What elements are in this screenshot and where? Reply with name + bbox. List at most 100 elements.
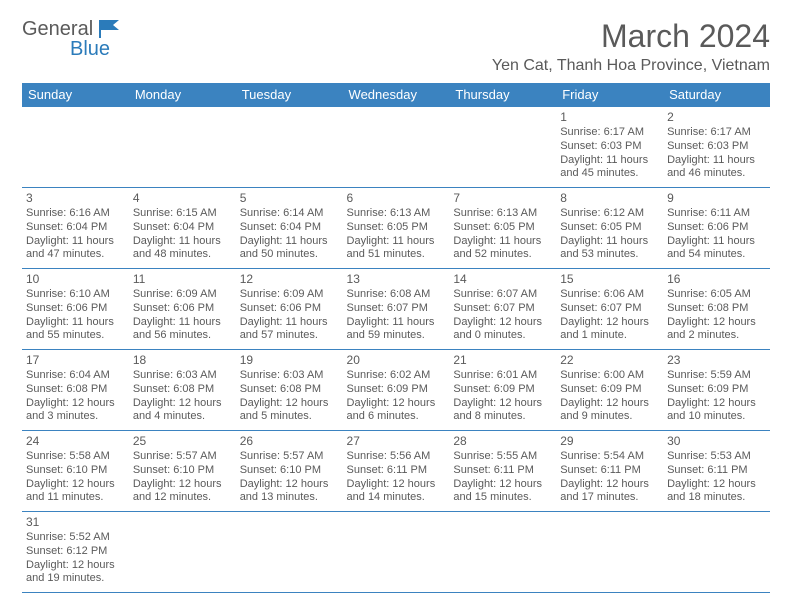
header: General Blue March 2024 Yen Cat, Thanh H… [22, 18, 770, 75]
sunrise-text: Sunrise: 6:05 AM [667, 288, 766, 302]
calendar-cell: 19Sunrise: 6:03 AMSunset: 6:08 PMDayligh… [236, 350, 343, 431]
calendar-cell: 13Sunrise: 6:08 AMSunset: 6:07 PMDayligh… [343, 269, 450, 350]
day-number: 23 [667, 353, 766, 368]
daylight-text: Daylight: 12 hours and 2 minutes. [667, 316, 766, 344]
sunset-text: Sunset: 6:04 PM [26, 221, 125, 235]
sunrise-text: Sunrise: 6:03 AM [240, 369, 339, 383]
daylight-text: Daylight: 12 hours and 18 minutes. [667, 478, 766, 506]
sunrise-text: Sunrise: 5:55 AM [453, 450, 552, 464]
calendar-cell: 28Sunrise: 5:55 AMSunset: 6:11 PMDayligh… [449, 431, 556, 512]
sunset-text: Sunset: 6:11 PM [667, 464, 766, 478]
weekday-header: Monday [129, 83, 236, 107]
day-number: 3 [26, 191, 125, 206]
sunrise-text: Sunrise: 6:04 AM [26, 369, 125, 383]
sunrise-text: Sunrise: 6:10 AM [26, 288, 125, 302]
daylight-text: Daylight: 11 hours and 59 minutes. [347, 316, 446, 344]
sunrise-text: Sunrise: 6:17 AM [667, 126, 766, 140]
day-number: 1 [560, 110, 659, 125]
day-number: 10 [26, 272, 125, 287]
title-block: March 2024 Yen Cat, Thanh Hoa Province, … [492, 18, 770, 75]
calendar-cell: 20Sunrise: 6:02 AMSunset: 6:09 PMDayligh… [343, 350, 450, 431]
day-number: 26 [240, 434, 339, 449]
weekday-header: Tuesday [236, 83, 343, 107]
calendar-cell: 18Sunrise: 6:03 AMSunset: 6:08 PMDayligh… [129, 350, 236, 431]
day-number: 20 [347, 353, 446, 368]
sunrise-text: Sunrise: 6:13 AM [453, 207, 552, 221]
day-number: 14 [453, 272, 552, 287]
day-number: 28 [453, 434, 552, 449]
sunrise-text: Sunrise: 6:15 AM [133, 207, 232, 221]
sunset-text: Sunset: 6:09 PM [667, 383, 766, 397]
sunrise-text: Sunrise: 5:56 AM [347, 450, 446, 464]
calendar-row: 3Sunrise: 6:16 AMSunset: 6:04 PMDaylight… [22, 188, 770, 269]
daylight-text: Daylight: 12 hours and 17 minutes. [560, 478, 659, 506]
daylight-text: Daylight: 11 hours and 46 minutes. [667, 154, 766, 182]
calendar-cell: 23Sunrise: 5:59 AMSunset: 6:09 PMDayligh… [663, 350, 770, 431]
sunrise-text: Sunrise: 6:02 AM [347, 369, 446, 383]
daylight-text: Daylight: 12 hours and 15 minutes. [453, 478, 552, 506]
sunrise-text: Sunrise: 6:08 AM [347, 288, 446, 302]
day-number: 11 [133, 272, 232, 287]
calendar-cell: 26Sunrise: 5:57 AMSunset: 6:10 PMDayligh… [236, 431, 343, 512]
daylight-text: Daylight: 11 hours and 55 minutes. [26, 316, 125, 344]
sunrise-text: Sunrise: 6:00 AM [560, 369, 659, 383]
calendar-row: 1 Sunrise: 6:17 AM Sunset: 6:03 PM Daylight… [22, 107, 770, 188]
weekday-header: Thursday [449, 83, 556, 107]
sunrise-text: Sunrise: 6:09 AM [133, 288, 232, 302]
calendar-cell: 16Sunrise: 6:05 AMSunset: 6:08 PMDayligh… [663, 269, 770, 350]
sunrise-text: Sunrise: 5:53 AM [667, 450, 766, 464]
sunset-text: Sunset: 6:09 PM [560, 383, 659, 397]
sunset-text: Sunset: 6:11 PM [347, 464, 446, 478]
sunrise-text: Sunrise: 6:16 AM [26, 207, 125, 221]
calendar-row: 24Sunrise: 5:58 AMSunset: 6:10 PMDayligh… [22, 431, 770, 512]
day-number: 21 [453, 353, 552, 368]
sunset-text: Sunset: 6:03 PM [560, 140, 659, 154]
calendar-row: 17Sunrise: 6:04 AMSunset: 6:08 PMDayligh… [22, 350, 770, 431]
sunset-text: Sunset: 6:05 PM [560, 221, 659, 235]
daylight-text: Daylight: 11 hours and 47 minutes. [26, 235, 125, 263]
calendar-cell: 11Sunrise: 6:09 AMSunset: 6:06 PMDayligh… [129, 269, 236, 350]
sunrise-text: Sunrise: 6:14 AM [240, 207, 339, 221]
calendar-row: 31Sunrise: 5:52 AMSunset: 6:12 PMDayligh… [22, 512, 770, 593]
calendar-cell: 31Sunrise: 5:52 AMSunset: 6:12 PMDayligh… [22, 512, 129, 593]
sunrise-text: Sunrise: 5:59 AM [667, 369, 766, 383]
sunrise-text: Sunrise: 5:57 AM [240, 450, 339, 464]
sunrise-text: Sunrise: 6:11 AM [667, 207, 766, 221]
day-number: 25 [133, 434, 232, 449]
calendar-cell [449, 512, 556, 593]
calendar-cell [129, 512, 236, 593]
calendar-cell [343, 512, 450, 593]
sunset-text: Sunset: 6:07 PM [347, 302, 446, 316]
month-title: March 2024 [492, 18, 770, 55]
calendar-cell: 6Sunrise: 6:13 AMSunset: 6:05 PMDaylight… [343, 188, 450, 269]
day-number: 12 [240, 272, 339, 287]
sunset-text: Sunset: 6:11 PM [453, 464, 552, 478]
day-number: 22 [560, 353, 659, 368]
calendar-cell: 30Sunrise: 5:53 AMSunset: 6:11 PMDayligh… [663, 431, 770, 512]
sunrise-text: Sunrise: 5:52 AM [26, 531, 125, 545]
calendar-cell: 21Sunrise: 6:01 AMSunset: 6:09 PMDayligh… [449, 350, 556, 431]
day-number: 2 [667, 110, 766, 125]
weekday-header: Saturday [663, 83, 770, 107]
day-number: 30 [667, 434, 766, 449]
daylight-text: Daylight: 12 hours and 19 minutes. [26, 559, 125, 587]
calendar-cell: 15Sunrise: 6:06 AMSunset: 6:07 PMDayligh… [556, 269, 663, 350]
sunset-text: Sunset: 6:08 PM [667, 302, 766, 316]
sunset-text: Sunset: 6:04 PM [133, 221, 232, 235]
daylight-text: Daylight: 12 hours and 9 minutes. [560, 397, 659, 425]
daylight-text: Daylight: 12 hours and 5 minutes. [240, 397, 339, 425]
calendar-cell [236, 107, 343, 188]
calendar-cell: 8Sunrise: 6:12 AMSunset: 6:05 PMDaylight… [556, 188, 663, 269]
location: Yen Cat, Thanh Hoa Province, Vietnam [492, 57, 770, 75]
sunrise-text: Sunrise: 6:06 AM [560, 288, 659, 302]
daylight-text: Daylight: 12 hours and 13 minutes. [240, 478, 339, 506]
sunrise-text: Sunrise: 6:12 AM [560, 207, 659, 221]
daylight-text: Daylight: 11 hours and 56 minutes. [133, 316, 232, 344]
daylight-text: Daylight: 12 hours and 14 minutes. [347, 478, 446, 506]
day-number: 5 [240, 191, 339, 206]
sunset-text: Sunset: 6:11 PM [560, 464, 659, 478]
day-number: 31 [26, 515, 125, 530]
calendar-cell: 29Sunrise: 5:54 AMSunset: 6:11 PMDayligh… [556, 431, 663, 512]
daylight-text: Daylight: 12 hours and 0 minutes. [453, 316, 552, 344]
day-number: 9 [667, 191, 766, 206]
